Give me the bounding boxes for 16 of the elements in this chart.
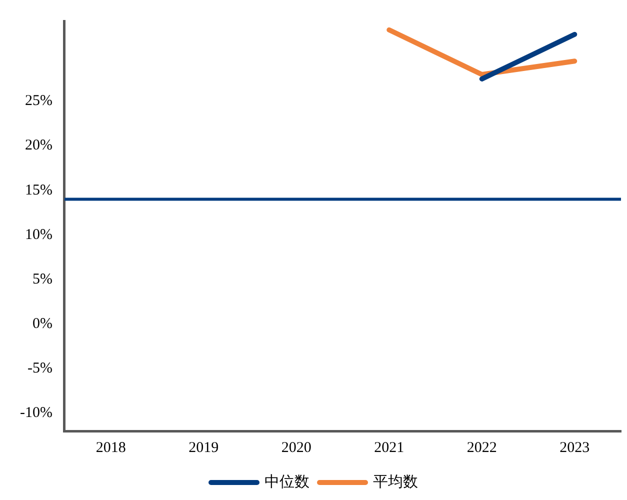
legend-label: 平均数 bbox=[373, 473, 418, 490]
y-tick-label: 20% bbox=[24, 138, 52, 154]
x-tick-label: 2020 bbox=[281, 440, 312, 456]
y-tick-label: 5% bbox=[32, 271, 52, 288]
x-tick-label: 2022 bbox=[466, 440, 497, 456]
x-tick-label: 2018 bbox=[96, 440, 126, 456]
y-tick-label: -5% bbox=[27, 360, 52, 377]
x-tick-label: 2019 bbox=[188, 440, 219, 456]
y-tick-label: 10% bbox=[24, 226, 52, 243]
y-tick-label: 15% bbox=[24, 182, 52, 198]
x-tick-label: 2021 bbox=[374, 440, 404, 456]
legend-label: 中位数 bbox=[264, 473, 310, 490]
y-tick-label: 0% bbox=[32, 316, 52, 332]
y-tick-label: 25% bbox=[24, 93, 52, 110]
x-tick-label: 2023 bbox=[560, 440, 590, 456]
y-tick-label: -10% bbox=[20, 405, 52, 422]
